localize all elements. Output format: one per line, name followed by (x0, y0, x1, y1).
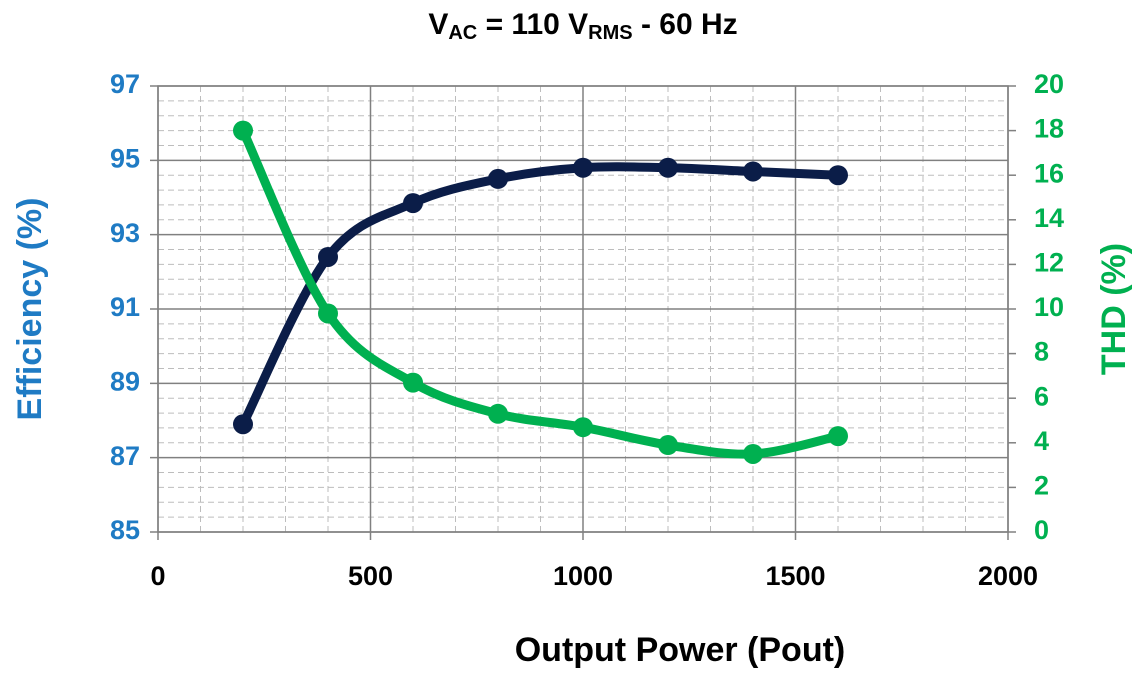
x-axis-label: Output Power (Pout) (515, 631, 846, 669)
y2-tick-label: 10 (1034, 292, 1064, 322)
y-tick-label: 85 (110, 515, 140, 545)
title-part: RMS (588, 22, 632, 44)
data-point (743, 161, 763, 182)
y2-tick-label: 2 (1034, 471, 1049, 501)
title-part: V (428, 8, 448, 41)
y2-tick-label: 8 (1034, 337, 1049, 367)
y-tick-label: 91 (110, 292, 140, 322)
y-tick-label: 87 (110, 441, 140, 471)
title-part: AC (448, 22, 477, 44)
data-point (573, 417, 593, 438)
data-point (233, 414, 253, 435)
y-tick-label: 95 (110, 143, 140, 173)
y2-axis-label: THD (%) (1095, 243, 1133, 375)
data-point (403, 372, 423, 393)
data-point (488, 168, 508, 189)
title-part: = 110 V (477, 8, 588, 41)
x-tick-label: 1500 (765, 561, 825, 591)
x-tick-label: 2000 (978, 561, 1038, 591)
data-point (573, 157, 593, 178)
y2-tick-label: 18 (1034, 114, 1064, 144)
data-point (658, 157, 678, 178)
series-line (238, 128, 839, 459)
y-axis-label: Efficiency (%) (11, 198, 49, 421)
y2-tick-label: 12 (1034, 248, 1064, 278)
data-point (488, 403, 508, 424)
data-point (658, 435, 678, 456)
y-tick-label: 89 (110, 366, 140, 396)
chart-title: VAC = 110 VRMS - 60 Hz (428, 8, 737, 44)
y2-tick-label: 4 (1034, 426, 1049, 456)
data-point (828, 426, 848, 447)
y2-tick-label: 0 (1034, 515, 1049, 545)
y2-tick-label: 14 (1034, 203, 1064, 233)
data-point (318, 246, 338, 267)
y2-tick-label: 6 (1034, 381, 1049, 411)
data-point (318, 303, 338, 324)
x-tick-label: 0 (150, 561, 165, 591)
data-point (828, 165, 848, 186)
title-part: - 60 Hz (633, 8, 738, 41)
data-point (403, 193, 423, 214)
x-tick-label: 1000 (553, 561, 613, 591)
y2-tick-label: 16 (1034, 158, 1064, 188)
x-tick-label: 500 (348, 561, 393, 591)
y-tick-label: 97 (110, 69, 140, 99)
data-point (233, 120, 253, 141)
y2-tick-label: 20 (1034, 69, 1064, 99)
plot-border (157, 85, 1009, 533)
data-point (743, 443, 763, 464)
y-tick-label: 93 (110, 218, 140, 248)
